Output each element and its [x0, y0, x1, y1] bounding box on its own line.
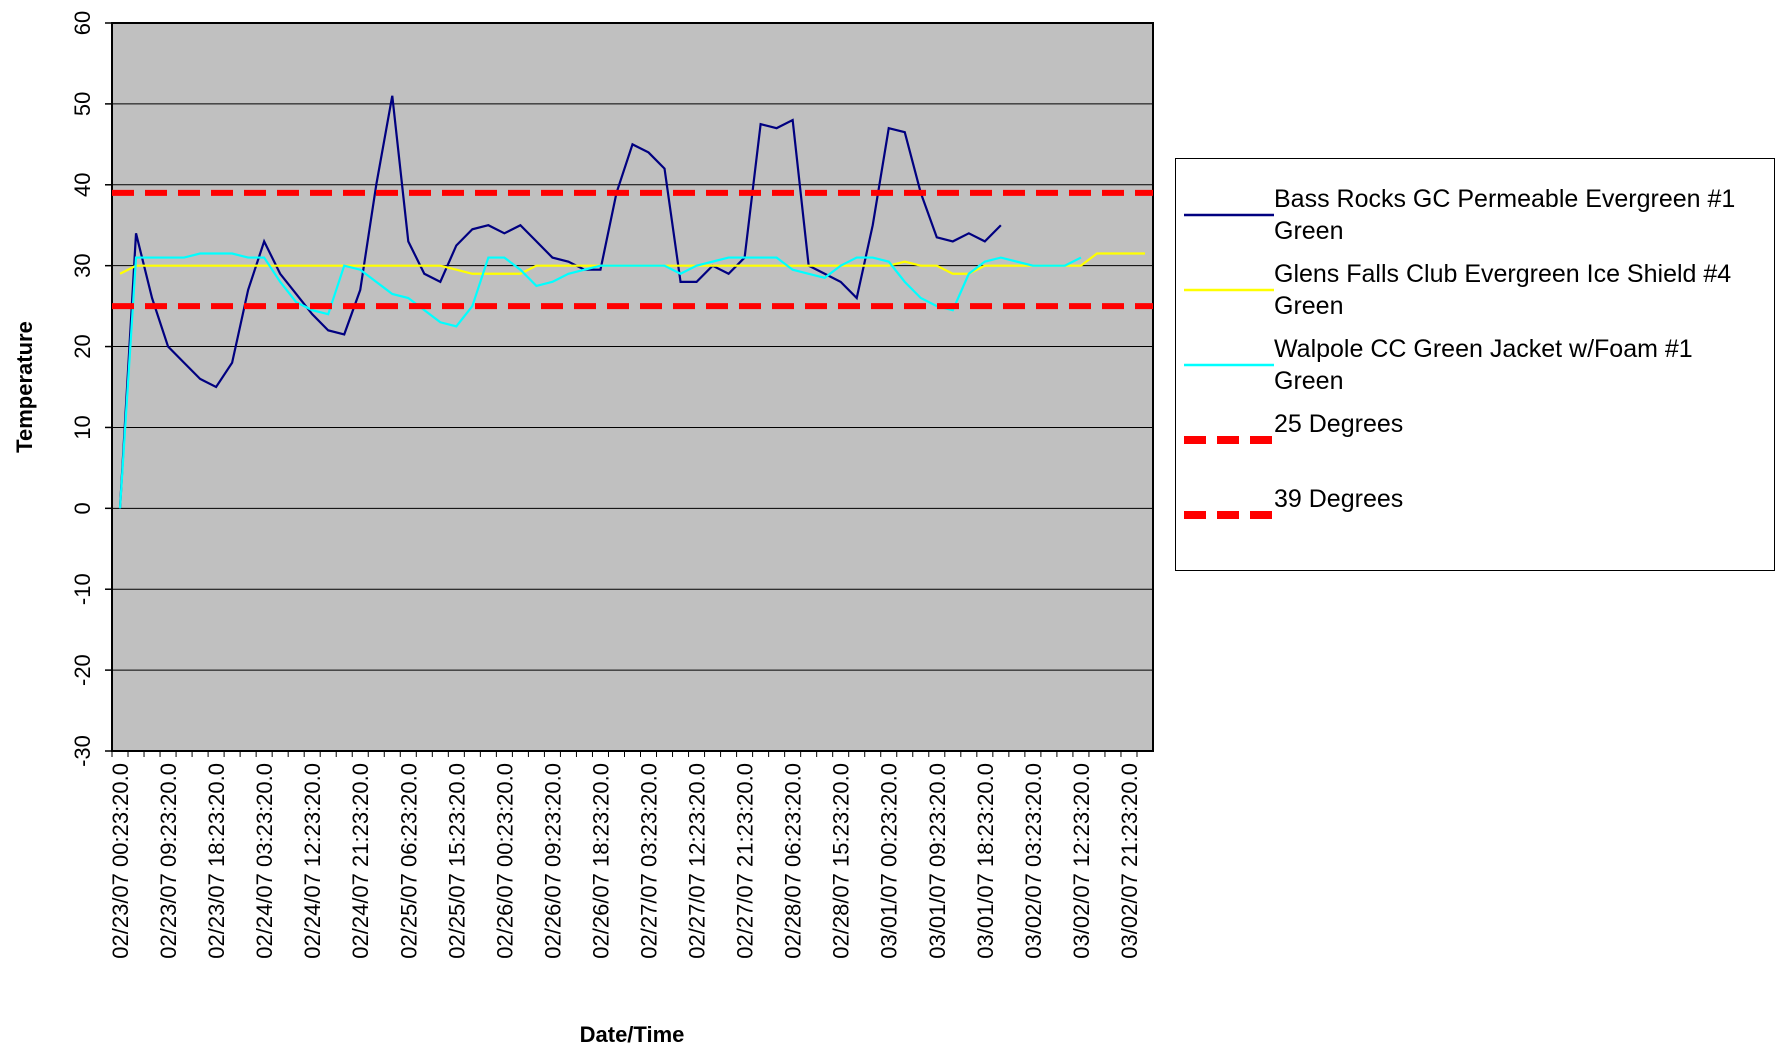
x-tick-label: 02/23/07 18:23:20.0	[204, 763, 229, 959]
x-tick-label: 02/24/07 12:23:20.0	[300, 763, 325, 959]
legend-label: Glens Falls Club Evergreen Ice Shield #4…	[1274, 260, 1732, 320]
x-tick-label: 02/26/07 18:23:20.0	[588, 763, 613, 959]
x-tick-label: 03/01/07 18:23:20.0	[973, 763, 998, 959]
y-tick-label: -10	[70, 573, 95, 605]
legend-swatch	[1184, 511, 1274, 519]
plot-area	[112, 23, 1153, 751]
legend-label: Walpole CC Green Jacket w/Foam #1 Green	[1274, 335, 1693, 395]
y-tick-label: -20	[70, 654, 95, 686]
legend-swatch	[1184, 213, 1274, 217]
plot-border	[111, 22, 1154, 752]
y-axis-title: Temperature	[12, 321, 37, 453]
x-tick-label: 03/02/07 03:23:20.0	[1021, 763, 1046, 959]
legend-swatch	[1184, 288, 1274, 292]
x-axis-title: Date/Time	[580, 1022, 685, 1047]
legend: Bass Rocks GC Permeable Evergreen #1 Gre…	[1175, 158, 1775, 571]
x-tick-label: 03/02/07 12:23:20.0	[1069, 763, 1094, 959]
x-tick-label: 02/23/07 09:23:20.0	[156, 763, 181, 959]
x-tick-label: 02/28/07 06:23:20.0	[781, 763, 806, 959]
x-tick-label: 02/24/07 21:23:20.0	[348, 763, 373, 959]
y-tick-label: -30	[70, 735, 95, 767]
legend-entry: Bass Rocks GC Permeable Evergreen #1 Gre…	[1176, 185, 1774, 274]
legend-entry: Walpole CC Green Jacket w/Foam #1 Green	[1176, 335, 1774, 424]
y-tick-label: 30	[70, 253, 95, 277]
legend-label: Bass Rocks GC Permeable Evergreen #1 Gre…	[1274, 185, 1736, 245]
legend-entry: 39 Degrees	[1176, 485, 1774, 574]
x-tick-label: 02/28/07 15:23:20.0	[829, 763, 854, 959]
y-tick-label: 10	[70, 415, 95, 439]
x-tick-label: 02/27/07 03:23:20.0	[637, 763, 662, 959]
x-tick-label: 02/27/07 21:23:20.0	[733, 763, 758, 959]
x-tick-label: 03/01/07 00:23:20.0	[877, 763, 902, 959]
x-tick-label: 03/02/07 21:23:20.0	[1117, 763, 1142, 959]
x-tick-label: 02/23/07 00:23:20.0	[108, 763, 133, 959]
x-tick-label: 02/24/07 03:23:20.0	[252, 763, 277, 959]
legend-label: 25 Degrees	[1274, 410, 1404, 438]
series-line	[118, 252, 1082, 509]
y-tick-label: 60	[70, 11, 95, 35]
legend-entry: Glens Falls Club Evergreen Ice Shield #4…	[1176, 260, 1774, 349]
x-tick-label: 03/01/07 09:23:20.0	[925, 763, 950, 959]
y-tick-label: 0	[70, 502, 95, 514]
x-tick-label: 02/25/07 06:23:20.0	[396, 763, 421, 959]
y-tick-label: 40	[70, 173, 95, 197]
y-tick-label: 20	[70, 334, 95, 358]
x-tick-label: 02/26/07 09:23:20.0	[540, 763, 565, 959]
legend-swatch	[1184, 363, 1274, 367]
legend-swatch	[1184, 436, 1274, 444]
series-line	[118, 95, 1002, 509]
x-tick-label: 02/25/07 15:23:20.0	[444, 763, 469, 959]
y-tick-label: 50	[70, 92, 95, 116]
legend-entry: 25 Degrees	[1176, 410, 1774, 499]
x-tick-label: 02/27/07 12:23:20.0	[685, 763, 710, 959]
x-tick-label: 02/26/07 00:23:20.0	[492, 763, 517, 959]
legend-label: 39 Degrees	[1274, 485, 1404, 513]
